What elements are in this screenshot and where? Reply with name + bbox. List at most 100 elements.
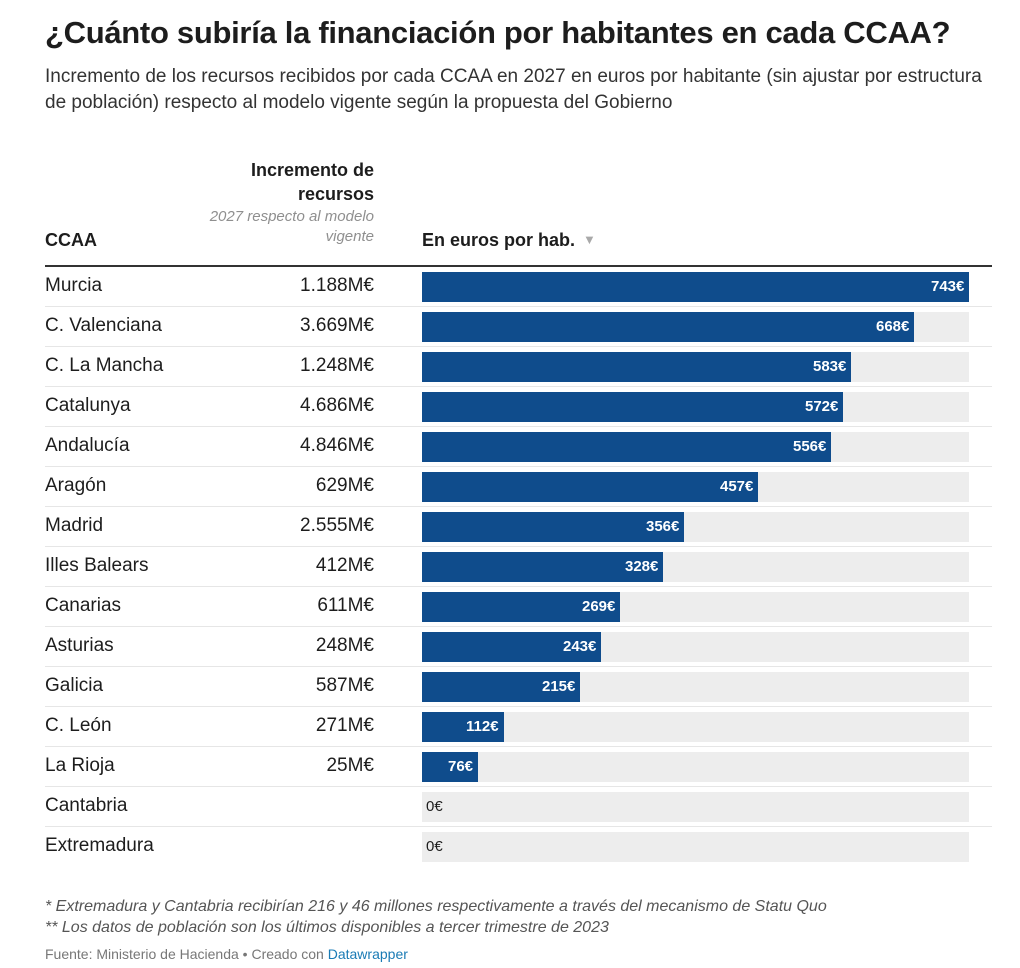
row-separator <box>45 586 992 587</box>
table-row[interactable]: Extremadura 0€ <box>45 827 992 867</box>
table-row[interactable]: Catalunya 4.686M€ 572€ <box>45 387 992 427</box>
column-header-ccaa[interactable]: CCAA <box>45 230 97 250</box>
bar[interactable] <box>422 592 620 622</box>
region-name: Murcia <box>45 275 103 296</box>
increment-value: 271M€ <box>315 715 374 736</box>
region-name: Illes Balears <box>45 555 149 576</box>
row-separator <box>45 466 992 467</box>
row-separator <box>45 506 992 507</box>
region-name: Asturias <box>45 635 114 656</box>
source-text: Fuente: Ministerio de Hacienda • Creado … <box>45 946 328 962</box>
bar-value-label: 112€ <box>466 718 499 735</box>
bar-value-label: 572€ <box>805 398 839 415</box>
region-name: Madrid <box>45 515 104 536</box>
increment-value: 1.188M€ <box>300 275 374 296</box>
table-row[interactable]: Aragón 629M€ 457€ <box>45 467 992 507</box>
bar[interactable] <box>422 552 663 582</box>
bar-track: 457€ <box>422 472 969 502</box>
bar-value-label: 0€ <box>426 838 443 855</box>
table-row[interactable]: Murcia 1.188M€ 743€ <box>45 267 992 307</box>
bar[interactable] <box>422 272 969 302</box>
row-separator <box>45 386 992 387</box>
region-name: Andalucía <box>45 435 130 456</box>
column-header-bar-label: En euros por hab. <box>422 230 576 250</box>
region-name: Extremadura <box>45 835 154 856</box>
row-separator <box>45 826 992 827</box>
table-row[interactable]: Asturias 248M€ 243€ <box>45 627 992 667</box>
bar-track: 583€ <box>422 352 969 382</box>
region-name: Aragón <box>45 475 107 496</box>
region-name: La Rioja <box>45 755 115 776</box>
bar[interactable] <box>422 472 758 502</box>
bar[interactable] <box>422 512 684 542</box>
region-name: Galicia <box>45 675 104 696</box>
row-separator <box>45 346 992 347</box>
table-row[interactable]: Illes Balears 412M€ 328€ <box>45 547 992 587</box>
table-row[interactable]: La Rioja 25M€ 76€ <box>45 747 992 787</box>
bar-track: 556€ <box>422 432 969 462</box>
table-row[interactable]: Andalucía 4.846M€ 556€ <box>45 427 992 467</box>
bar-value-label: 583€ <box>813 358 847 375</box>
table-row[interactable]: Madrid 2.555M€ 356€ <box>45 507 992 547</box>
bar-track: 668€ <box>422 312 969 342</box>
column-header-increment[interactable]: Incremento de recursos <box>250 160 374 204</box>
bar-track: 572€ <box>422 392 969 422</box>
table-row[interactable]: Cantabria 0€ <box>45 787 992 827</box>
footnote-statu-quo: * Extremadura y Cantabria recibirían 216… <box>45 898 827 915</box>
bar-track: 743€ <box>422 272 969 302</box>
table-row[interactable]: Canarias 611M€ 269€ <box>45 587 992 627</box>
row-separator <box>45 546 992 547</box>
increment-value: 4.686M€ <box>300 395 374 416</box>
increment-value: 2.555M€ <box>300 515 374 536</box>
column-header-increment-subtitle: 2027 respecto al modelo vigente <box>209 208 374 245</box>
bar[interactable] <box>422 312 914 342</box>
column-header-euros-per-inhabitant[interactable]: En euros por hab. ▼ <box>422 230 596 251</box>
table-row[interactable]: C. León 271M€ 112€ <box>45 707 992 747</box>
chart-subtitle: Incremento de los recursos recibidos por… <box>45 66 982 113</box>
bar[interactable] <box>422 672 580 702</box>
bar-track: 215€ <box>422 672 969 702</box>
increment-value: 587M€ <box>315 675 374 696</box>
sort-descending-icon[interactable]: ▼ <box>583 232 596 247</box>
increment-value: 611M€ <box>317 595 374 616</box>
bar[interactable] <box>422 632 601 662</box>
row-separator <box>45 746 992 747</box>
row-separator <box>45 786 992 787</box>
table-row[interactable]: C. La Mancha 1.248M€ 583€ <box>45 347 992 387</box>
header-rule <box>45 265 992 267</box>
data-table: Murcia 1.188M€ 743€ C. Valenciana 3.669M€ 668… <box>0 267 1020 867</box>
bar-track: 0€ <box>422 832 969 862</box>
increment-value: 1.248M€ <box>300 355 374 376</box>
table-row[interactable]: Galicia 587M€ 215€ <box>45 667 992 707</box>
region-name: Canarias <box>45 595 122 616</box>
row-separator <box>45 706 992 707</box>
bar-value-label: 0€ <box>426 798 443 815</box>
row-separator <box>45 306 992 307</box>
bar[interactable] <box>422 392 843 422</box>
bar-track: 269€ <box>422 592 969 622</box>
region-name: Cantabria <box>45 795 128 816</box>
bar-value-label: 269€ <box>582 598 616 615</box>
bar-value-label: 457€ <box>720 478 754 495</box>
bar-value-label: 356€ <box>646 518 680 535</box>
bar[interactable] <box>422 352 851 382</box>
bar[interactable] <box>422 752 478 782</box>
bar[interactable] <box>422 432 831 462</box>
bar-value-label: 243€ <box>563 638 597 655</box>
region-name: C. La Mancha <box>45 355 164 376</box>
bar-value-label: 743€ <box>931 278 965 295</box>
increment-value: 3.669M€ <box>300 315 374 336</box>
bar-track: 76€ <box>422 752 969 782</box>
row-separator <box>45 666 992 667</box>
region-name: C. León <box>45 715 112 736</box>
increment-value: 629M€ <box>315 475 374 496</box>
datawrapper-link[interactable]: Datawrapper <box>327 946 408 962</box>
bar-value-label: 328€ <box>625 558 659 575</box>
table-row[interactable]: C. Valenciana 3.669M€ 668€ <box>45 307 992 347</box>
bar-track: 328€ <box>422 552 969 582</box>
source-line: Fuente: Ministerio de Hacienda • Creado … <box>45 946 408 962</box>
bar-value-label: 215€ <box>542 678 576 695</box>
bar-value-label: 556€ <box>793 438 827 455</box>
bar[interactable] <box>422 712 504 742</box>
increment-value: 412M€ <box>315 555 374 576</box>
